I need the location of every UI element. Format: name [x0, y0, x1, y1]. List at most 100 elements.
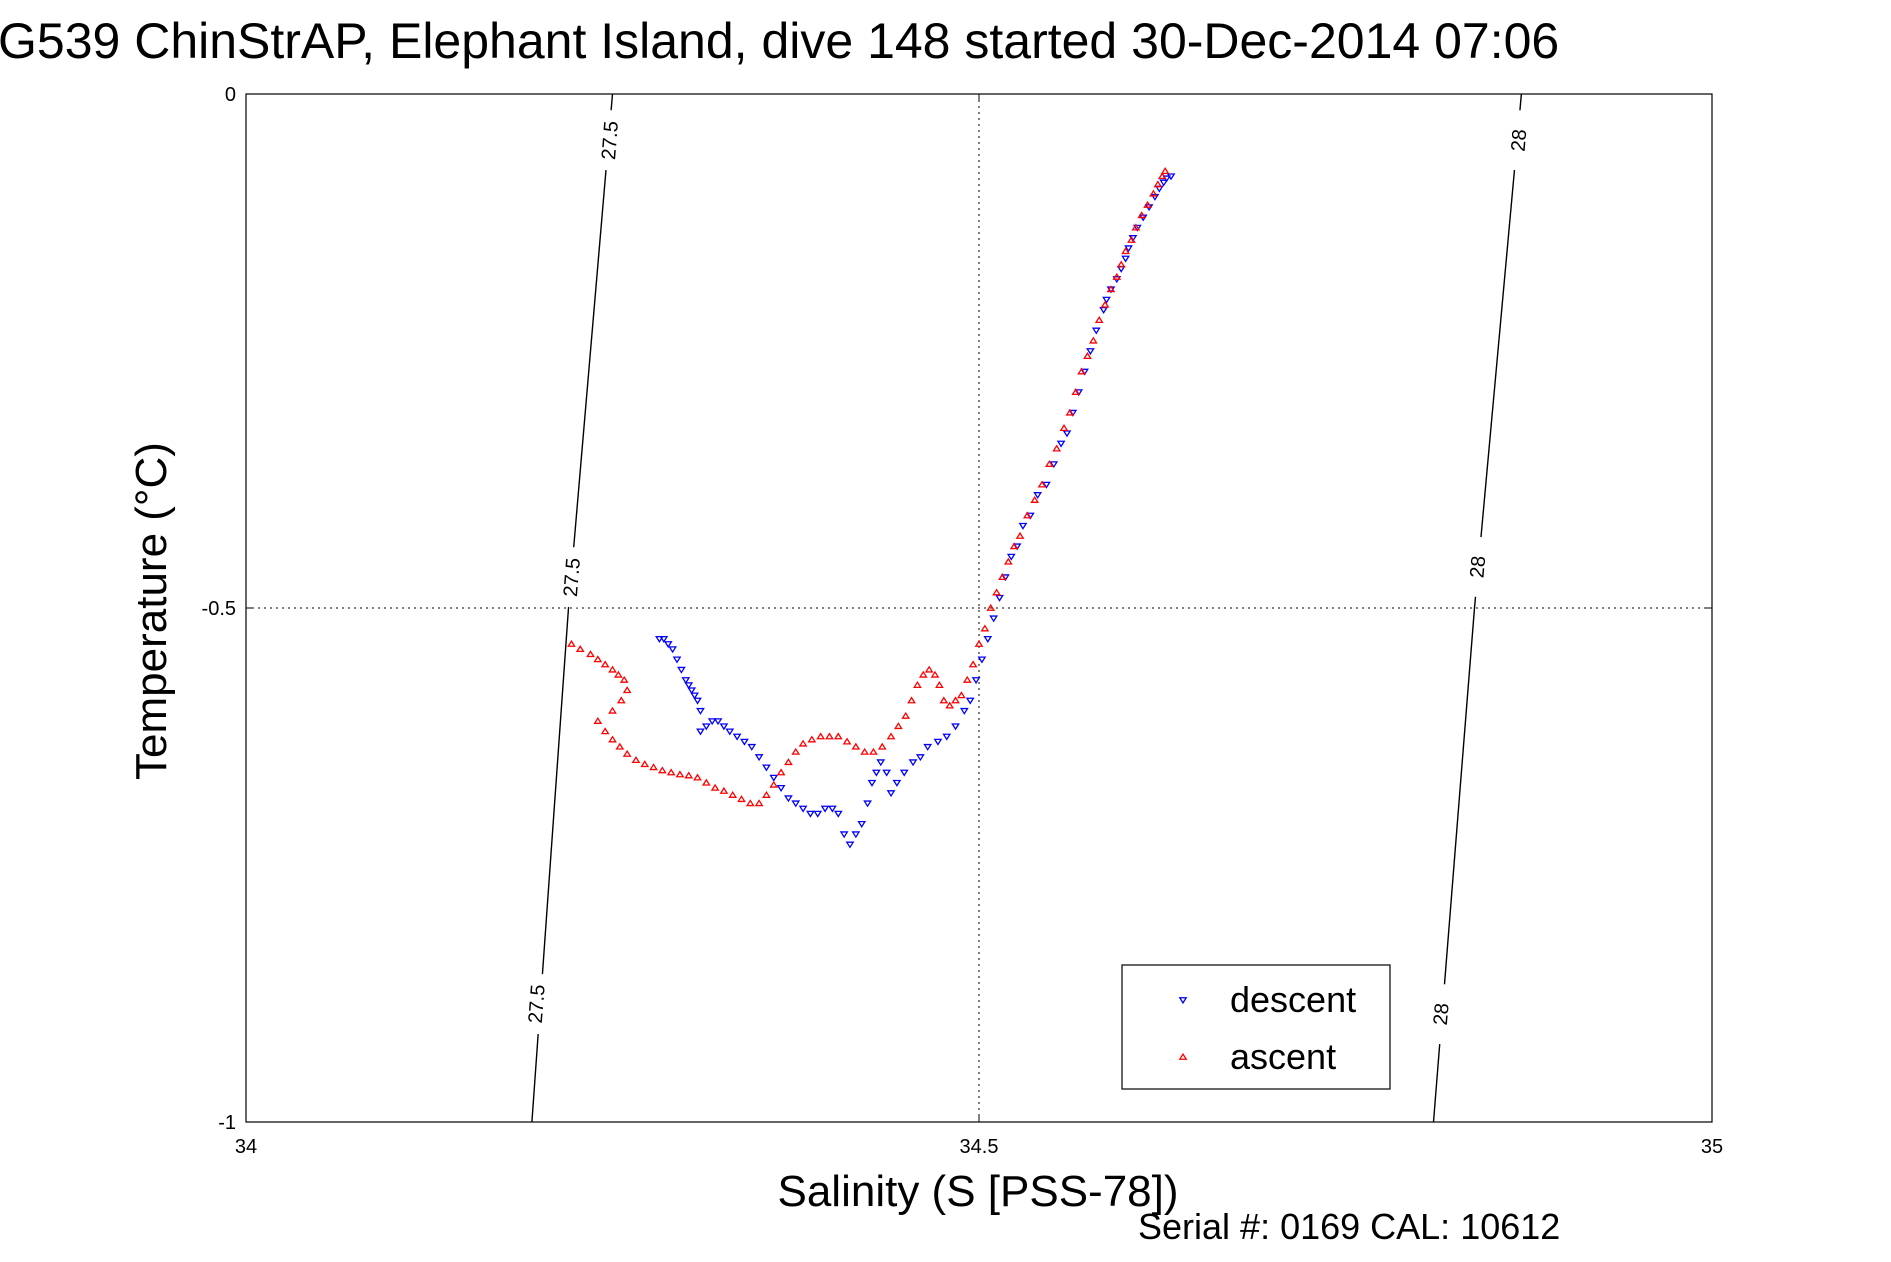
descent-point: [908, 759, 918, 767]
descent-point: [892, 779, 902, 787]
grid: [246, 94, 1712, 1122]
ascent-point: [657, 766, 667, 774]
ascent-point: [616, 696, 626, 704]
descent-point: [1056, 440, 1066, 448]
descent-point: [1159, 179, 1169, 187]
contour-label-gap: [1503, 109, 1534, 172]
ascent-point: [762, 790, 771, 798]
ascent-point: [860, 747, 870, 755]
density-contour-label: 27.5: [560, 557, 585, 598]
descent-point: [725, 728, 735, 736]
ascent-point: [745, 799, 755, 807]
descent-point: [776, 785, 786, 793]
ascent-point: [1100, 300, 1110, 308]
ascent-point: [728, 790, 738, 798]
descent-point: [762, 764, 771, 772]
ascent-point: [600, 660, 610, 668]
ascent-point: [666, 768, 676, 776]
ascent-point: [1071, 388, 1081, 396]
descent-point: [989, 615, 999, 623]
descent-point: [754, 754, 764, 762]
descent-point: [872, 769, 881, 777]
descent-point: [1132, 224, 1142, 232]
descent-point: [833, 810, 843, 818]
ascent-point: [631, 756, 641, 764]
ascent-point: [974, 639, 984, 647]
descent-point: [942, 733, 952, 741]
descent-point: [791, 800, 801, 808]
ascent-point: [754, 799, 764, 807]
descent-point: [1099, 306, 1108, 314]
legend-marker-symbol: [1178, 997, 1188, 1005]
ascent-point: [1059, 423, 1069, 431]
descent-point: [677, 666, 686, 674]
ascent-point: [924, 665, 934, 673]
descent-point: [1018, 522, 1028, 530]
descent-point: [681, 677, 691, 685]
descent-point: [933, 738, 943, 746]
ascent-point: [1003, 557, 1013, 565]
descent-point: [798, 805, 808, 813]
descent-point: [820, 805, 830, 813]
ascent-point: [693, 773, 702, 781]
descent-point: [693, 697, 702, 705]
ascent-point: [1143, 200, 1152, 208]
descent-point: [965, 697, 975, 705]
ascent-point: [1127, 235, 1136, 243]
ascent-point: [600, 727, 610, 735]
density-contour-line: [531, 93, 614, 1123]
legend-marker-symbol: [1178, 1052, 1188, 1060]
x-tick-label: 34.5: [960, 1136, 999, 1158]
descent-point: [696, 728, 705, 736]
ascent-point: [851, 742, 861, 750]
ascent-point: [968, 660, 978, 668]
descent-point: [701, 723, 711, 731]
descent-point: [740, 738, 749, 746]
descent-point: [828, 805, 837, 813]
descent-point: [707, 718, 717, 726]
y-tick-label: 0: [225, 84, 236, 106]
ascent-point: [1052, 444, 1062, 452]
ascent-point: [684, 771, 694, 779]
descent-point: [1042, 481, 1051, 489]
series-ascent: [567, 166, 1170, 807]
ascent-point: [962, 675, 972, 683]
density-contour-label: 27.5: [525, 984, 550, 1025]
legend-label-ascent: ascent: [1230, 1036, 1336, 1077]
ascent-point: [640, 760, 650, 768]
descent-point: [747, 743, 757, 751]
ascent-point: [769, 780, 779, 788]
descent-point: [882, 769, 892, 777]
descent-point: [951, 723, 960, 731]
ascent-point: [1088, 336, 1098, 344]
density-contours: 27.5 27.5 27.5 28 28 28: [521, 93, 1534, 1123]
contour-label-gap: [1462, 535, 1492, 598]
density-contour-label: 28: [1430, 1002, 1454, 1026]
descent-point: [959, 707, 969, 715]
legend-marker-ascent: [1178, 1052, 1188, 1060]
ascent-point: [593, 655, 603, 663]
density-contour-label: 28: [1466, 555, 1490, 579]
ascent-point: [935, 680, 944, 688]
ascent-point: [951, 696, 960, 704]
ascent-point: [567, 639, 576, 647]
ascent-point: [816, 732, 826, 740]
descent-point: [713, 718, 723, 726]
ascent-point: [791, 747, 801, 755]
y-tick-label: -0.5: [202, 598, 236, 620]
descent-point: [899, 769, 909, 777]
ascent-point: [701, 778, 711, 786]
ascent-point: [1149, 189, 1158, 197]
ascent-point: [893, 722, 903, 730]
descent-point: [1062, 430, 1072, 438]
ascent-point: [608, 665, 617, 673]
ascent-point: [622, 686, 632, 694]
contour-label-gap: [595, 109, 624, 172]
ascent-point: [1077, 367, 1086, 375]
ascent-point: [1153, 180, 1163, 188]
ascent-point: [992, 588, 1001, 596]
descent-point: [1006, 553, 1016, 561]
descent-point: [1150, 193, 1160, 201]
descent-point: [971, 677, 981, 685]
ascent-point: [1094, 316, 1104, 324]
